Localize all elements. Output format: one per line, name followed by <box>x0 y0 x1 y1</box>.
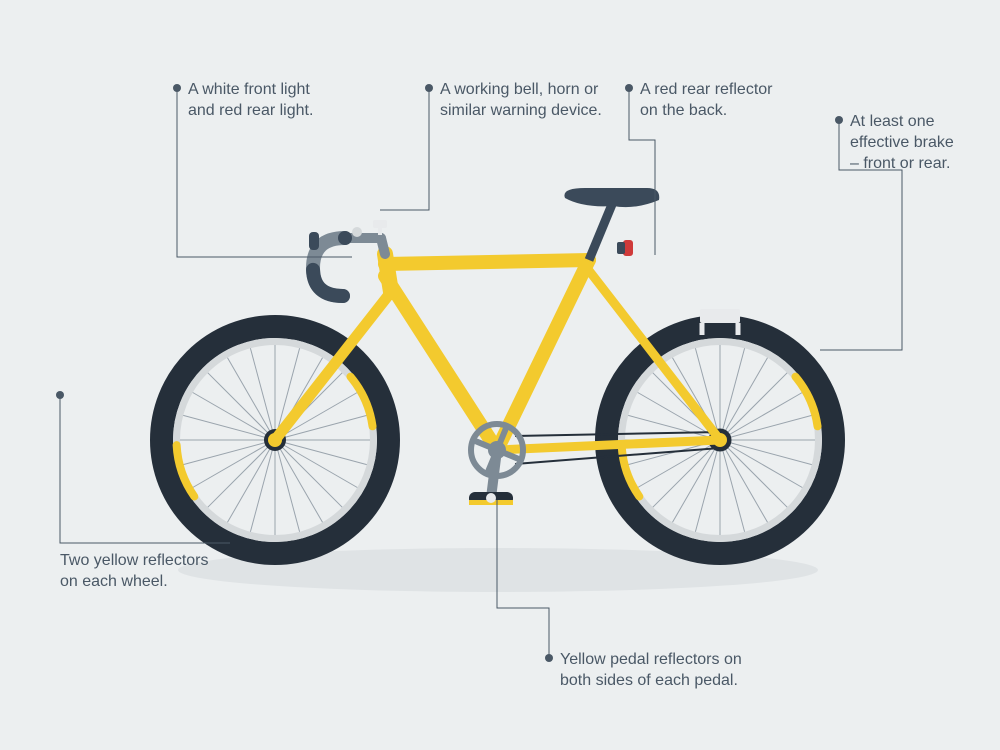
label-front-light: A white front light and red rear light. <box>188 80 368 122</box>
label-bell: A working bell, horn or similar warning … <box>440 80 640 122</box>
infographic-canvas: A white front light and red rear light. … <box>0 0 1000 750</box>
label-wheel-reflector: Two yellow reflectors on each wheel. <box>60 551 260 593</box>
label-brake: At least one effective brake – front or … <box>850 112 990 174</box>
label-pedal-reflector: Yellow pedal reflectors on both sides of… <box>560 650 800 692</box>
label-rear-reflector: A red rear reflector on the back. <box>640 80 820 122</box>
